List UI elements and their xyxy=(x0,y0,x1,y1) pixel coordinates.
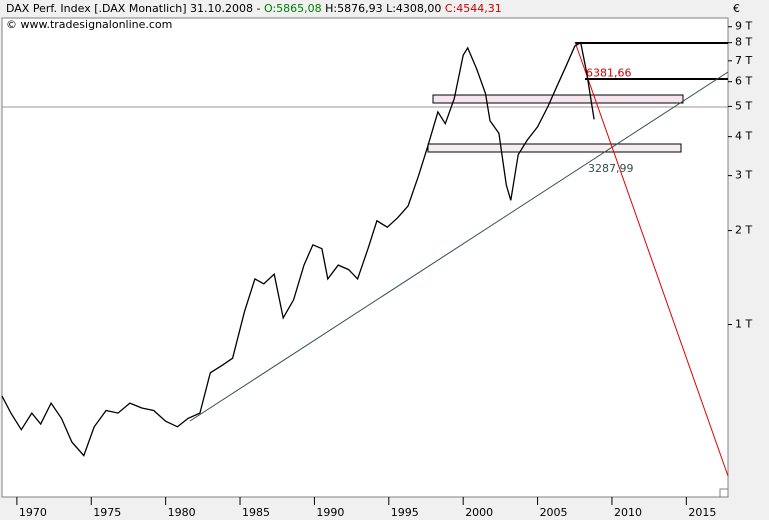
x-tick-label: 2015 xyxy=(688,506,716,519)
x-tick-label: 2005 xyxy=(540,506,568,519)
zone-box xyxy=(427,143,682,153)
annotation: 6381,66 xyxy=(586,66,632,79)
x-tick-label: 1990 xyxy=(316,506,344,519)
x-tick-label: 2000 xyxy=(465,506,493,519)
y-tick-label: 7 T xyxy=(735,54,752,67)
y-tick-label: 4 T xyxy=(735,130,752,143)
header: DAX Perf. Index [.DAX Monatlich] 31.10.2… xyxy=(6,2,502,15)
price-line xyxy=(1,41,595,457)
x-tick-label: 1970 xyxy=(19,506,47,519)
y-tick-label: 3 T xyxy=(735,169,752,182)
x-tick-label: 1975 xyxy=(93,506,121,519)
x-tick-label: 1980 xyxy=(168,506,196,519)
y-tick-label: 9 T xyxy=(735,20,752,33)
x-tick-label: 1985 xyxy=(242,506,270,519)
zone-box xyxy=(432,94,684,104)
source: © www.tradesignalonline.com xyxy=(6,18,172,31)
y-tick-label: 5 T xyxy=(735,99,752,112)
trend-line xyxy=(189,71,729,422)
x-tick-label: 1995 xyxy=(391,506,419,519)
header-name: DAX Perf. Index [.DAX Monatlich] 31.10.2… xyxy=(6,2,260,15)
projection-line xyxy=(574,41,729,477)
header-close: C:4544,31 xyxy=(445,2,502,15)
header-high: H:5876,93 xyxy=(325,2,382,15)
annotation: 3287,99 xyxy=(588,162,634,175)
corner-button[interactable] xyxy=(719,488,729,498)
y-tick-label: 8 T xyxy=(735,36,752,49)
y-tick-label: 1 T xyxy=(735,317,752,330)
header-open: O:5865,08 xyxy=(264,2,322,15)
y-tick-label: 2 T xyxy=(735,224,752,237)
currency: € xyxy=(733,2,740,15)
y-tick-label: 6 T xyxy=(735,75,752,88)
header-low: L:4308,00 xyxy=(386,2,441,15)
x-tick-label: 2010 xyxy=(614,506,642,519)
